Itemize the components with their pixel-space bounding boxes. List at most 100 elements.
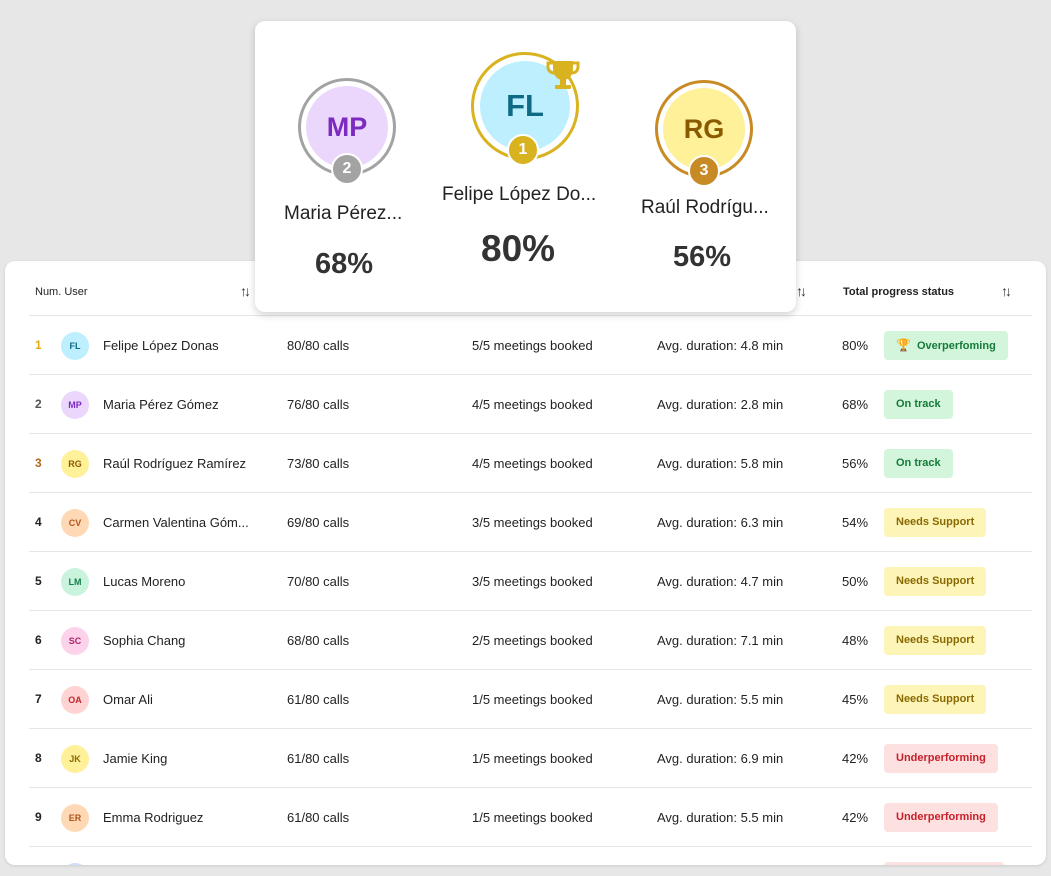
row-rank: 5 [35,574,42,588]
avatar: CV [61,509,89,537]
progress-percent: 45% [842,692,869,707]
status-label: Underperforming [896,811,986,823]
progress-percent: 48% [842,633,869,648]
table-row-partial [29,846,1032,865]
avatar: OA [61,686,89,714]
row-rank: 8 [35,751,42,765]
avatar: MP [61,391,89,419]
sort-duration-icon[interactable]: ↑↓ [796,283,807,299]
status-badge [884,862,1004,865]
row-rank: 6 [35,633,42,647]
avatar: LM [61,568,89,596]
progress-percent: 54% [842,515,869,530]
status-badge: Underperforming [884,803,998,832]
user-name: Omar Ali [103,692,153,707]
row-rank: 4 [35,515,42,529]
progress-percent: 50% [842,574,869,589]
table-row[interactable]: 6 SC Sophia Chang 68/80 calls 2/5 meetings b… [29,610,1032,670]
bronze-medal-icon: 3 [688,155,720,187]
calls-count: 69/80 calls [287,515,350,530]
progress-percent: 80% [842,338,869,353]
user-name: Jamie King [103,751,168,766]
progress-percent: 68% [842,397,869,412]
status-label: Overperfoming [916,340,996,352]
row-rank: 3 [35,456,42,470]
status-badge: Underperforming [884,744,998,773]
row-rank: 7 [35,692,42,706]
progress-percent: 56% [842,456,869,471]
row-rank: 2 [35,397,42,411]
status-badge: 🏆 Overperfoming [884,331,1008,360]
trophy-icon [546,57,580,93]
calls-count: 68/80 calls [287,633,350,648]
meetings-booked: 1/5 meetings booked [472,751,593,766]
podium-third-name: Raúl Rodrígu... [641,197,769,218]
status-label: On track [896,398,941,410]
meetings-booked: 2/5 meetings booked [472,633,593,648]
status-badge: Needs Support [884,685,987,714]
status-badge: Needs Support [884,626,987,655]
avatar: ER [61,804,89,832]
table-header: Num. User ↑↓ ↑↓ Total progress status ↑↓ [5,261,1046,315]
status-label: Needs Support [896,634,975,646]
avatar: RG [61,450,89,478]
status-badge: On track [884,449,953,478]
header-num-user: Num. User [35,286,88,298]
avg-duration: Avg. duration: 6.3 min [657,515,784,530]
status-badge: Needs Support [884,567,987,596]
meetings-booked: 4/5 meetings booked [472,397,593,412]
status-label: On track [896,457,941,469]
calls-count: 76/80 calls [287,397,350,412]
podium-third-percent: 56% [673,241,732,273]
table-row[interactable]: 7 OA Omar Ali 61/80 calls 1/5 meetings booke… [29,669,1032,729]
table-row[interactable]: 8 JK Jamie King 61/80 calls 1/5 meetings boo… [29,728,1032,788]
avg-duration: Avg. duration: 7.1 min [657,633,784,648]
podium-second-name: Maria Pérez... [284,203,403,224]
status-label: Underperforming [896,752,986,764]
trophy-icon: 🏆 [896,338,911,352]
header-total-progress: Total progress status [843,286,955,298]
status-label: Needs Support [896,575,975,587]
table-row[interactable]: 1 FL Felipe López Donas 80/80 calls 5/5 meet… [29,315,1032,375]
calls-count: 61/80 calls [287,810,350,825]
table-row[interactable]: 5 LM Lucas Moreno 70/80 calls 3/5 meetings b… [29,551,1032,611]
sort-progress-icon[interactable]: ↑↓ [1001,283,1012,299]
avatar: SC [61,627,89,655]
gold-medal-icon: 1 [507,134,539,166]
silver-medal-icon: 2 [331,153,363,185]
avatar: FL [61,332,89,360]
user-name: Lucas Moreno [103,574,186,589]
avg-duration: Avg. duration: 5.8 min [657,456,784,471]
podium-first-name: Felipe López Do... [442,184,597,205]
avg-duration: Avg. duration: 5.5 min [657,692,784,707]
meetings-booked: 1/5 meetings booked [472,692,593,707]
table-row[interactable]: 9 ER Emma Rodriguez 61/80 calls 1/5 meetings… [29,787,1032,847]
calls-count: 61/80 calls [287,751,350,766]
avatar [61,863,89,865]
table-row[interactable]: 3 RG Raúl Rodríguez Ramírez 73/80 calls 4/5 … [29,433,1032,493]
avg-duration: Avg. duration: 6.9 min [657,751,784,766]
podium-card: MP 2 Maria Pérez... 68% FL 1 Felipe Lópe… [255,21,796,312]
progress-percent: 42% [842,751,869,766]
user-name: Felipe López Donas [103,338,219,353]
table-row[interactable]: 2 MP Maria Pérez Gómez 76/80 calls 4/5 meeti… [29,374,1032,434]
meetings-booked: 5/5 meetings booked [472,338,593,353]
avg-duration: Avg. duration: 2.8 min [657,397,784,412]
table-row[interactable]: 4 CV Carmen Valentina Góm... 69/80 calls 3/5… [29,492,1032,552]
status-label: Needs Support [896,693,975,705]
progress-percent: 42% [842,810,869,825]
sort-user-icon[interactable]: ↑↓ [240,283,251,299]
avg-duration: Avg. duration: 4.7 min [657,574,784,589]
user-name: Raúl Rodríguez Ramírez [103,456,247,471]
user-name: Maria Pérez Gómez [103,397,219,412]
avg-duration: Avg. duration: 4.8 min [657,338,784,353]
status-badge: On track [884,390,953,419]
status-label: Needs Support [896,516,975,528]
calls-count: 73/80 calls [287,456,350,471]
podium-first-percent: 80% [481,228,556,269]
calls-count: 61/80 calls [287,692,350,707]
avg-duration: Avg. duration: 5.5 min [657,810,784,825]
meetings-booked: 4/5 meetings booked [472,456,593,471]
calls-count: 70/80 calls [287,574,350,589]
avatar: JK [61,745,89,773]
